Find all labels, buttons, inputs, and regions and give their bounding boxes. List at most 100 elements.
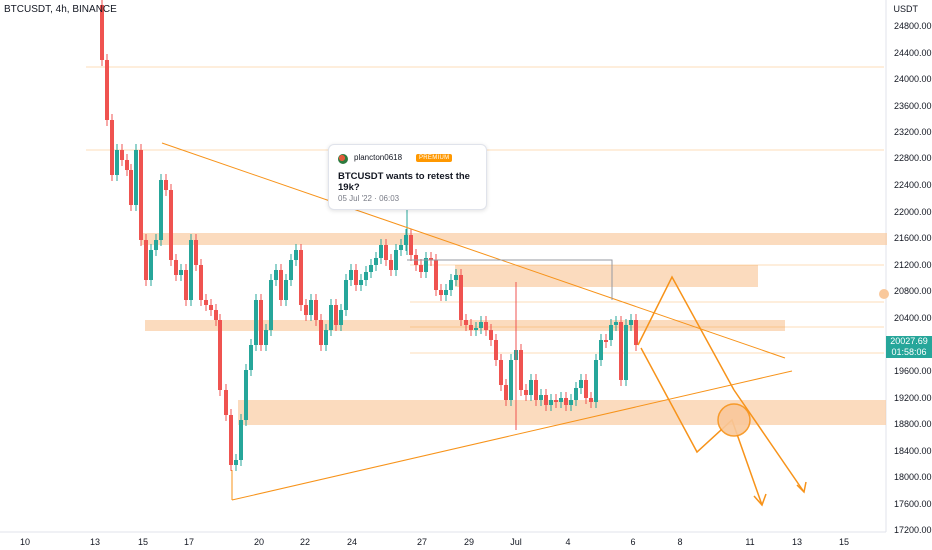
candle-body xyxy=(459,275,463,320)
candle-body xyxy=(218,320,222,390)
target-circle xyxy=(717,403,751,437)
author-name[interactable]: plancton0618 xyxy=(354,153,403,162)
price-tick: 21600.00 xyxy=(894,233,932,243)
candle-body xyxy=(259,300,263,345)
candle-body xyxy=(159,180,163,240)
candle-body xyxy=(209,305,213,310)
candle-body xyxy=(609,325,613,340)
time-tick: 27 xyxy=(416,537,428,547)
forecast-path xyxy=(637,275,735,391)
candle-body xyxy=(299,250,303,305)
candle-body xyxy=(619,322,623,380)
forecast-path xyxy=(640,347,763,506)
idea-title[interactable]: BTCUSDT wants to retest the 19k? xyxy=(338,171,470,193)
candle-body xyxy=(174,260,178,275)
time-tick: 29 xyxy=(463,537,475,547)
price-tick: 20400.00 xyxy=(894,313,932,323)
price-tick: 18800.00 xyxy=(894,419,932,429)
candle-body xyxy=(204,300,208,305)
candle-body xyxy=(474,328,478,330)
candle-body xyxy=(254,300,258,345)
trendline-resistance xyxy=(161,142,786,359)
candle-body xyxy=(214,310,218,320)
candle-body xyxy=(479,322,483,328)
candle-body xyxy=(249,345,253,370)
sr-zone xyxy=(455,265,758,287)
candle-body xyxy=(304,305,308,315)
candle-body xyxy=(574,388,578,400)
candle-body xyxy=(379,245,383,258)
current-price-value: 20027.69 xyxy=(890,336,928,346)
candle-body xyxy=(344,280,348,310)
price-tick: 22800.00 xyxy=(894,153,932,163)
price-tick: 24000.00 xyxy=(894,74,932,84)
candle-body xyxy=(229,415,233,465)
price-tick: 17200.00 xyxy=(894,525,932,535)
candle-body xyxy=(125,160,129,170)
candle-body xyxy=(269,280,273,330)
level-marker xyxy=(879,289,889,299)
candle-body xyxy=(544,395,548,405)
current-price-badge: 20027.69 01:58:06 xyxy=(886,336,932,358)
price-tick: 24800.00 xyxy=(894,21,932,31)
projection-box xyxy=(407,259,613,300)
candle-body xyxy=(134,150,138,205)
time-tick: 24 xyxy=(346,537,358,547)
time-tick: 11 xyxy=(745,537,755,547)
candle-body xyxy=(139,150,143,240)
candle-body xyxy=(569,400,573,405)
candle-body xyxy=(419,265,423,272)
candle-body xyxy=(409,235,413,255)
price-tick: 23600.00 xyxy=(894,101,932,111)
candle-body xyxy=(469,325,473,330)
candle-body xyxy=(449,280,453,290)
price-tick: 23200.00 xyxy=(894,127,932,137)
countdown-value: 01:58:06 xyxy=(891,347,927,357)
candle-body xyxy=(439,290,443,295)
candle-body xyxy=(144,240,148,280)
candle-body xyxy=(589,398,593,402)
forecast-arrowhead xyxy=(796,481,807,494)
candle-body xyxy=(354,270,358,285)
sr-zone xyxy=(238,400,886,425)
candle-body xyxy=(384,245,388,260)
candle-body xyxy=(274,270,278,280)
candle-body xyxy=(444,290,448,295)
candle-body xyxy=(519,350,523,390)
candle-body xyxy=(324,330,328,345)
time-tick: 20 xyxy=(253,537,265,547)
time-tick: 22 xyxy=(299,537,311,547)
idea-card[interactable]: plancton0618 PREMIUM BTCUSDT wants to re… xyxy=(328,144,487,210)
candle-body xyxy=(309,300,313,315)
author-avatar[interactable] xyxy=(338,154,348,164)
candle-body xyxy=(489,330,493,340)
idea-date: 05 Jul '22 · 06:03 xyxy=(338,194,400,203)
trendline-support xyxy=(231,370,793,501)
candle-body xyxy=(559,398,563,402)
candle-body xyxy=(319,320,323,345)
time-tick: 15 xyxy=(838,537,850,547)
candle-body xyxy=(529,380,533,395)
price-tick: 18000.00 xyxy=(894,472,932,482)
candle-body xyxy=(359,280,363,285)
candle-body xyxy=(564,398,568,405)
candle-body xyxy=(484,322,488,330)
price-tick: 22400.00 xyxy=(894,180,932,190)
candle-body xyxy=(584,380,588,398)
candle-body xyxy=(364,272,368,280)
candle-body xyxy=(199,265,203,300)
candle-body xyxy=(129,170,133,205)
price-tick: 20800.00 xyxy=(894,286,932,296)
time-tick: 17 xyxy=(183,537,195,547)
candle-body xyxy=(394,250,398,270)
candle-body xyxy=(374,258,378,265)
price-tick: 21200.00 xyxy=(894,260,932,270)
time-tick: 4 xyxy=(565,537,571,547)
forecast-arrowhead xyxy=(753,493,767,507)
candle-body xyxy=(244,370,248,420)
candle-body xyxy=(434,260,438,290)
candle-body xyxy=(524,390,528,395)
candle-body xyxy=(169,190,173,260)
time-tick: 8 xyxy=(677,537,683,547)
